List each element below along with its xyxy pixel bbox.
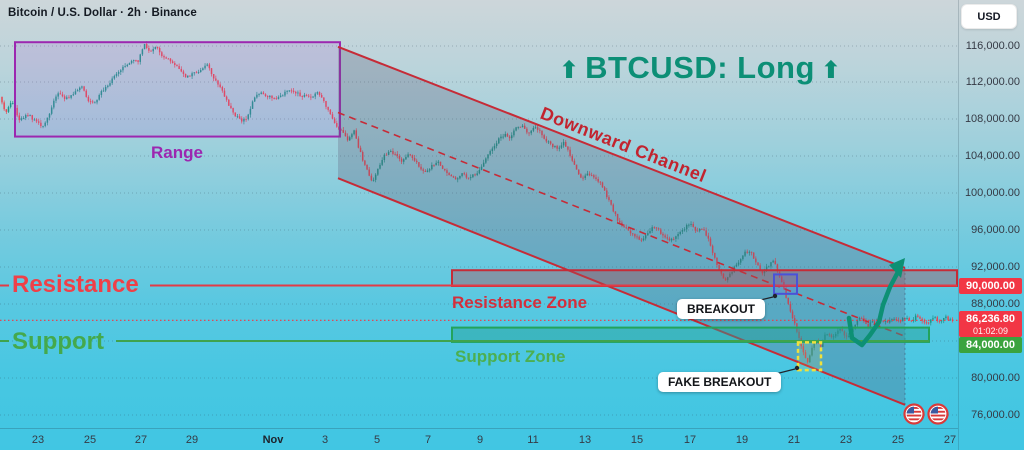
fake-breakout-highlight-box[interactable] [796,341,823,372]
current-price-badge: 86,236.80 01:02:09 [959,311,1022,337]
us-flag-icon[interactable] [927,403,949,425]
time-tick-label: 13 [578,434,592,446]
time-tick-label: 19 [735,434,749,446]
time-tick-label: 27 [943,434,957,446]
time-tick-label: 3 [321,434,329,446]
up-arrow-icon: ⬆ [558,56,580,84]
time-tick-label: 23 [31,434,45,446]
time-tick-label: 29 [185,434,199,446]
time-tick-label: Nov [262,434,284,446]
price-tick-label: 92,000.00 [971,261,1020,273]
resistance-label[interactable]: Resistance [12,271,139,298]
price-tick-label: 76,000.00 [971,409,1020,421]
time-tick-label: 15 [630,434,644,446]
price-tick-label: 116,000.00 [965,40,1020,52]
support-price-badge: 84,000.00 [959,337,1022,353]
time-tick-label: 27 [134,434,148,446]
resistance-price-badge: 90,000.00 [959,278,1022,294]
level-lines[interactable] [0,284,957,343]
time-tick-label: 25 [891,434,905,446]
price-axis-separator [958,0,959,450]
time-tick-label: 25 [83,434,97,446]
time-tick-label: 9 [476,434,484,446]
time-tick-label: 5 [373,434,381,446]
price-tick-label: 80,000.00 [971,372,1020,384]
bar-countdown: 01:02:09 [972,325,1009,336]
price-tick-label: 108,000.00 [964,113,1020,125]
time-axis-separator [0,428,958,429]
trend-arrow[interactable] [846,258,905,348]
price-tick-label: 112,000.00 [965,76,1020,88]
symbol-title[interactable]: Bitcoin / U.S. Dollar · 2h · Binance [8,7,197,19]
trade-idea-heading: ⬆ BTCUSD: Long ⬆ [500,50,900,86]
breakout-highlight-box[interactable] [773,273,798,295]
range-box[interactable] [14,41,341,138]
current-price-value: 86,236.80 [966,312,1015,325]
trade-idea-text: BTCUSD: Long [585,50,815,85]
us-flag-icon[interactable] [903,403,925,425]
breakout-callout[interactable]: BREAKOUT [677,299,765,319]
time-tick-label: 17 [683,434,697,446]
currency-toggle-button[interactable]: USD [961,4,1017,29]
up-arrow-icon: ⬆ [820,56,842,84]
price-tick-label: 88,000.00 [971,298,1020,310]
price-tick-label: 96,000.00 [971,224,1020,236]
resistance-zone-label[interactable]: Resistance Zone [452,293,588,312]
fake-breakout-callout[interactable]: FAKE BREAKOUT [658,372,782,392]
resistance-zone-box[interactable] [451,269,958,287]
price-tick-label: 100,000.00 [964,187,1020,199]
price-tick-label: 104,000.00 [964,150,1020,162]
time-tick-label: 21 [787,434,801,446]
support-zone-label[interactable]: Support Zone [455,347,566,366]
range-label[interactable]: Range [151,143,203,162]
time-tick-label: 7 [424,434,432,446]
support-label[interactable]: Support [12,328,104,355]
time-tick-label: 23 [839,434,853,446]
time-tick-label: 11 [527,434,539,446]
